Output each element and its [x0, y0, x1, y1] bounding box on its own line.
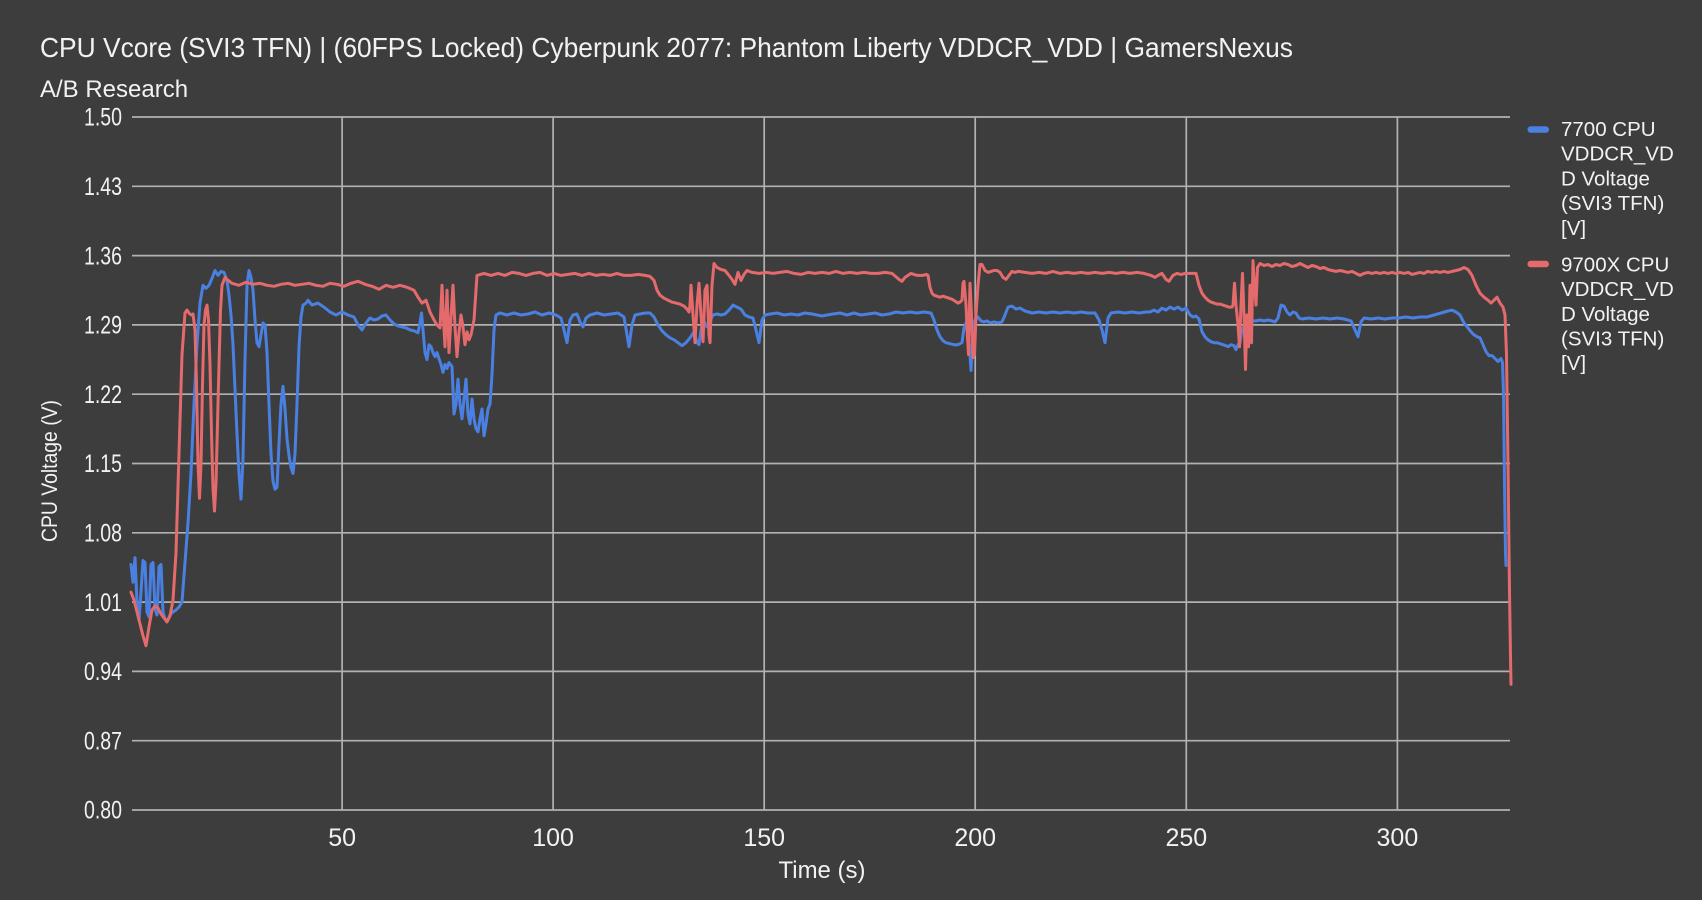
svg-text:CPU Voltage (V): CPU Voltage (V) — [37, 400, 62, 542]
svg-text:[V]: [V] — [1561, 217, 1586, 240]
svg-text:150: 150 — [743, 824, 785, 852]
svg-text:250: 250 — [1165, 824, 1207, 852]
svg-text:D Voltage: D Voltage — [1561, 167, 1650, 190]
svg-text:VDDCR_VD: VDDCR_VD — [1561, 278, 1674, 301]
svg-text:1.22: 1.22 — [84, 381, 122, 409]
svg-text:9700X CPU: 9700X CPU — [1561, 253, 1669, 276]
svg-text:0.94: 0.94 — [84, 658, 122, 686]
svg-text:D Voltage: D Voltage — [1561, 303, 1650, 326]
svg-text:A/B Research: A/B Research — [40, 76, 188, 103]
svg-text:300: 300 — [1377, 824, 1419, 852]
svg-text:VDDCR_VD: VDDCR_VD — [1561, 143, 1674, 166]
svg-text:7700 CPU: 7700 CPU — [1561, 118, 1656, 141]
svg-text:1.50: 1.50 — [84, 104, 122, 132]
svg-text:1.08: 1.08 — [84, 520, 122, 548]
svg-text:200: 200 — [954, 824, 996, 852]
svg-text:100: 100 — [532, 824, 574, 852]
svg-text:[V]: [V] — [1561, 352, 1586, 375]
svg-text:CPU Vcore (SVI3 TFN) | (60FPS: CPU Vcore (SVI3 TFN) | (60FPS Locked) Cy… — [40, 32, 1293, 63]
svg-text:(SVI3 TFN): (SVI3 TFN) — [1561, 328, 1664, 351]
svg-text:1.43: 1.43 — [84, 173, 122, 201]
svg-text:0.87: 0.87 — [84, 727, 122, 755]
svg-text:1.36: 1.36 — [84, 242, 122, 270]
svg-text:1.01: 1.01 — [84, 589, 122, 617]
svg-text:50: 50 — [328, 824, 356, 852]
svg-text:0.80: 0.80 — [84, 797, 122, 825]
svg-text:1.15: 1.15 — [84, 450, 122, 478]
svg-text:Time (s): Time (s) — [779, 857, 866, 884]
svg-text:1.29: 1.29 — [84, 312, 122, 340]
svg-text:(SVI3 TFN): (SVI3 TFN) — [1561, 192, 1664, 215]
